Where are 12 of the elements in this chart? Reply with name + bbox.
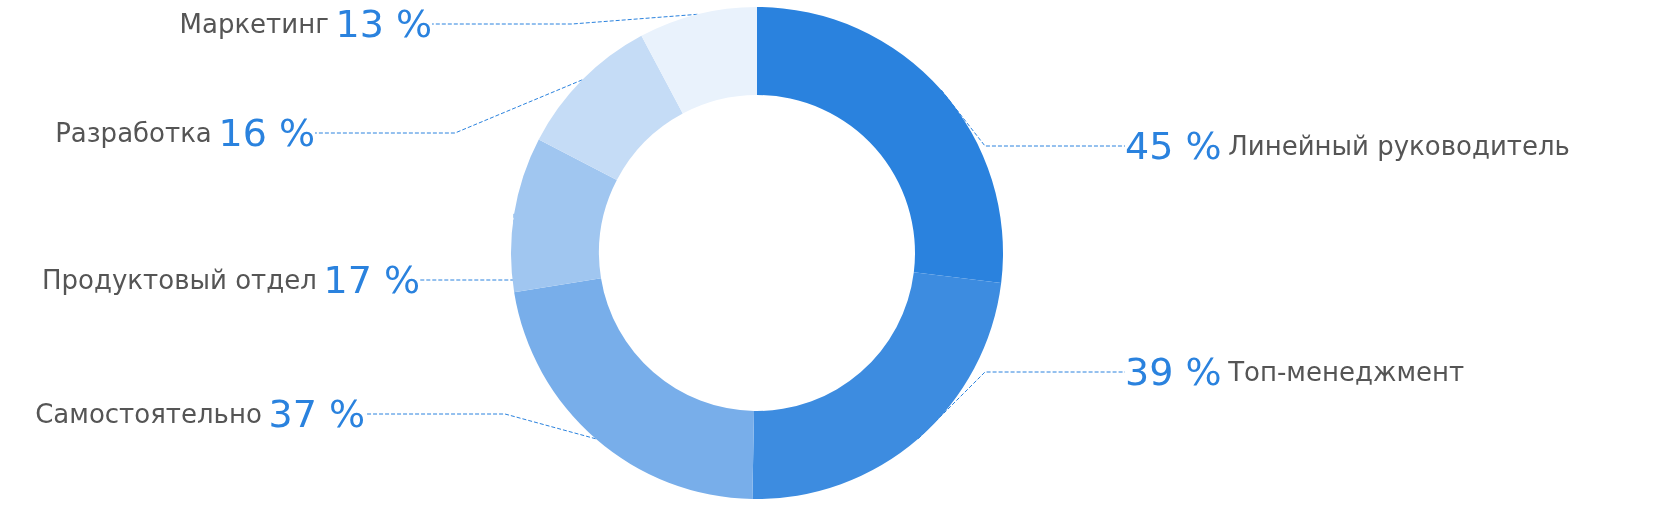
- slice-label: Разработка: [55, 118, 212, 148]
- data-label: 16 %: [218, 111, 315, 155]
- data-label: 17 %: [323, 258, 420, 302]
- slice-label: Топ-менеджмент: [1227, 357, 1465, 387]
- slice-label: Продуктовый отдел: [42, 265, 317, 295]
- slice-label: Линейный руководитель: [1228, 131, 1570, 161]
- data-label: 37 %: [268, 392, 365, 436]
- slice-label: Маркетинг: [179, 9, 329, 39]
- data-label: 45 %: [1125, 124, 1222, 168]
- data-label: 13 %: [335, 2, 432, 46]
- data-label: 39 %: [1125, 350, 1222, 394]
- slice-label: Самостоятельно: [35, 399, 262, 429]
